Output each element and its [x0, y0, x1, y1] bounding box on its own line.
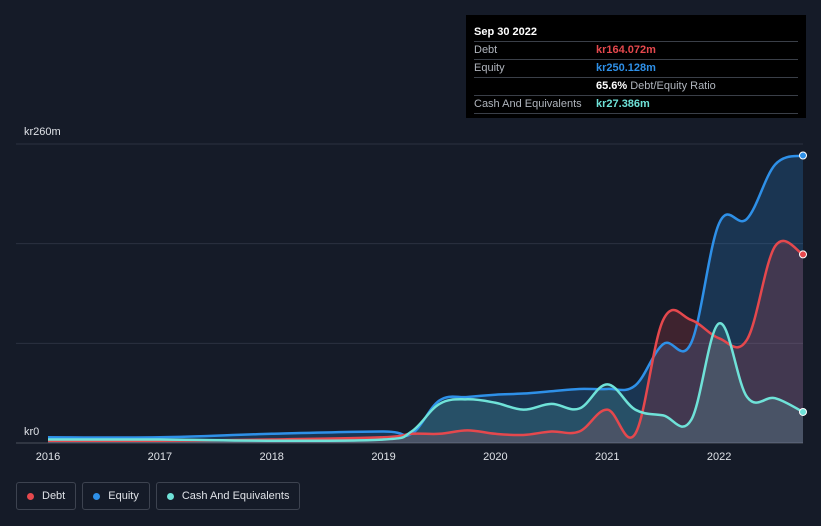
- x-tick-label: 2019: [371, 451, 395, 463]
- endpoint-debt: [799, 250, 807, 259]
- series-endpoints: [799, 151, 807, 416]
- line-equity: [47, 154, 804, 439]
- series-areas: [48, 155, 803, 443]
- endpoint-cash-and-equivalents: [799, 407, 807, 416]
- tooltip-value: kr164.072m: [596, 44, 656, 56]
- tooltip-ratio-value: 65.6%: [596, 80, 628, 92]
- tooltip-value: kr27.386m: [596, 98, 650, 110]
- x-tick-label: 2016: [36, 451, 60, 463]
- tooltip-label: [474, 78, 596, 95]
- endpoint-equity: [799, 151, 807, 160]
- tooltip-row-equity: Equity kr250.128m: [474, 60, 798, 78]
- legend-dot-icon: [93, 492, 101, 500]
- tooltip-value: kr250.128m: [596, 62, 656, 74]
- legend-label: Equity: [108, 490, 139, 502]
- data-tooltip: Sep 30 2022 Debt kr164.072m Equity kr250…: [466, 15, 806, 118]
- legend-label: Debt: [42, 490, 66, 502]
- area-debt: [48, 240, 803, 443]
- tooltip-label: Equity: [474, 62, 505, 74]
- tooltip-row-cash: Cash And Equivalents kr27.386m: [474, 96, 798, 114]
- x-tick-label: 2022: [707, 451, 731, 463]
- legend-label: Cash And Equivalents: [181, 490, 290, 502]
- y-axis-bottom-label: kr0: [24, 426, 39, 438]
- chart-legend: Debt Equity Cash And Equivalents: [16, 482, 301, 510]
- tooltip-label: Cash And Equivalents: [474, 98, 582, 110]
- x-tick-label: 2018: [259, 451, 283, 463]
- legend-item-equity[interactable]: Equity: [82, 482, 150, 510]
- x-tick-label: 2020: [483, 451, 507, 463]
- tooltip-row-debt: Debt kr164.072m: [474, 42, 798, 60]
- x-tick-label: 2021: [595, 451, 619, 463]
- area-cash-and-equivalents: [48, 323, 803, 443]
- tooltip-date: Sep 30 2022: [474, 23, 798, 42]
- y-axis-top-label: kr260m: [24, 126, 61, 138]
- tooltip-label: Debt: [474, 44, 498, 56]
- tooltip-ratio-text: Debt/Equity Ratio: [630, 80, 716, 92]
- x-axis-ticks: 2016 2017 2018 2019 2020 2021 2022: [36, 451, 732, 463]
- line-cash-and-equivalents: [47, 322, 804, 443]
- legend-item-debt[interactable]: Debt: [16, 482, 77, 510]
- legend-item-cash[interactable]: Cash And Equivalents: [155, 482, 301, 510]
- area-equity: [48, 155, 803, 443]
- tooltip-row-ratio: 65.6% Debt/Equity Ratio: [474, 78, 798, 96]
- x-tick-label: 2017: [148, 451, 172, 463]
- series-lines: [47, 154, 804, 443]
- line-debt: [47, 239, 804, 443]
- legend-dot-icon: [166, 492, 174, 500]
- legend-dot-icon: [27, 492, 34, 500]
